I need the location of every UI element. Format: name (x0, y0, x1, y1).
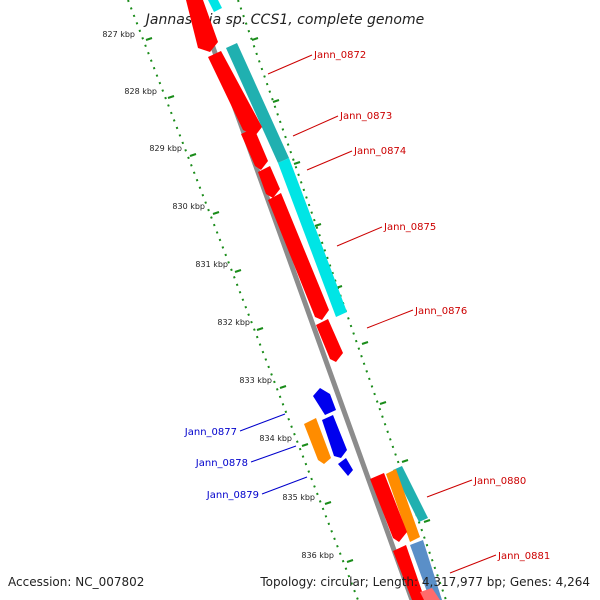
feature-orange-0880 (386, 469, 420, 542)
callout-line (306, 150, 353, 171)
rna-arrow-blue (322, 415, 347, 458)
gene-label[interactable]: Jann_0877 (184, 427, 237, 438)
callout-line (250, 445, 297, 463)
cds-arrow (370, 473, 407, 542)
feature-cyan-top (208, 0, 222, 12)
gene-label[interactable]: Jann_0878 (195, 458, 248, 469)
tick-label: 827 kbp (102, 30, 135, 39)
gene-label[interactable]: Jann_0880 (473, 476, 526, 487)
tick-label: 833 kbp (239, 376, 272, 385)
rna-arrow-blue (313, 388, 336, 415)
accession-label: Accession: NC_007802 (8, 575, 144, 589)
gene-label[interactable]: Jann_0876 (414, 306, 467, 317)
callout-line (292, 115, 339, 137)
left-major-ticks (145, 37, 354, 563)
tick-label: 830 kbp (172, 202, 205, 211)
feature-teal-0880 (393, 466, 428, 522)
callout-line (366, 309, 414, 329)
map-title: Jannaschia sp. CCS1, complete genome (143, 12, 424, 28)
cds-arrow (208, 51, 262, 136)
gene-label[interactable]: Jann_0879 (206, 490, 259, 501)
callout-line (267, 54, 313, 75)
cds-arrow (241, 128, 268, 170)
tick-label: 829 kbp (149, 144, 182, 153)
feature-steelblue-0881 (410, 540, 442, 600)
callout-line (261, 476, 308, 495)
genome-summary-label: Topology: circular; Length: 4,317,977 bp… (259, 575, 590, 589)
callout-line (426, 479, 473, 498)
cds-arrow (258, 166, 280, 198)
cds-arrow (186, 0, 218, 52)
tick-label: 831 kbp (195, 260, 228, 269)
gene-label[interactable]: Jann_0881 (497, 551, 550, 562)
cds-arrow-light (420, 588, 440, 600)
gene-label[interactable]: Jann_0872 (313, 50, 366, 61)
feature-orange-0877 (304, 418, 331, 464)
callout-line (239, 413, 286, 432)
tick-label: 834 kbp (259, 434, 292, 443)
right-major-ticks (251, 37, 431, 523)
gene-label[interactable]: Jann_0874 (353, 146, 406, 157)
left-tick-track (127, 0, 359, 600)
tick-label: 836 kbp (301, 551, 334, 560)
gene-label[interactable]: Jann_0873 (339, 111, 392, 122)
callout-line (449, 554, 497, 574)
cds-arrow (393, 545, 425, 600)
tick-label: 832 kbp (217, 318, 250, 327)
cds-arrow (316, 319, 343, 362)
gene-label[interactable]: Jann_0875 (383, 222, 436, 233)
tick-label: 828 kbp (124, 87, 157, 96)
rna-arrow-blue (338, 458, 353, 476)
callout-line (336, 226, 383, 247)
tick-label: 835 kbp (282, 493, 315, 502)
feature-teal-0872 (226, 43, 289, 163)
feature-cyan-0875 (278, 158, 347, 317)
cds-arrow (268, 193, 329, 320)
